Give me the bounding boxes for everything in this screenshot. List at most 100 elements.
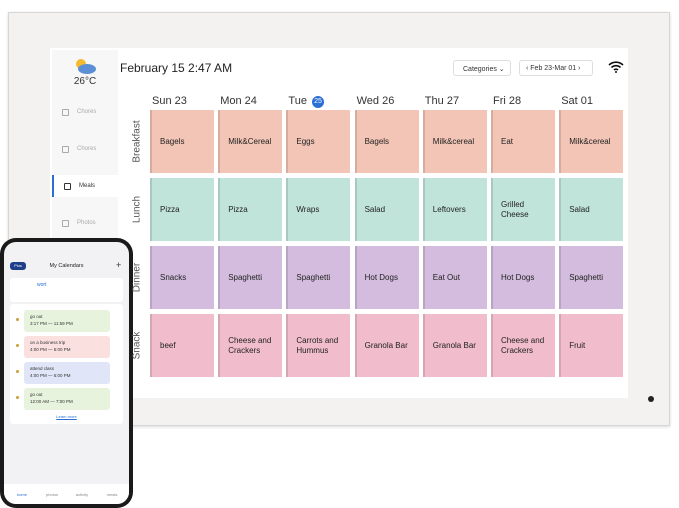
meal-cell[interactable]: Granola Bar — [422, 314, 487, 377]
sidebar-icon — [62, 145, 69, 153]
meal-cell[interactable]: Fruit — [559, 314, 624, 377]
meal-cell[interactable]: Milk&cereal — [422, 110, 487, 173]
sidebar-item[interactable]: Chores — [52, 101, 118, 123]
categories-button[interactable]: Categories ⌄ — [453, 60, 511, 76]
event-title: attend class — [30, 366, 55, 371]
add-button[interactable]: + — [116, 260, 122, 270]
learn-more[interactable]: Learn more — [56, 414, 77, 419]
tab-item[interactable]: photos — [45, 492, 58, 497]
event-dot — [16, 370, 19, 373]
meal-cell[interactable]: Leftovers — [422, 178, 487, 241]
meal-cell[interactable]: Milk&cereal — [559, 110, 624, 173]
sidebar-item[interactable]: Meals — [52, 175, 118, 197]
event-title: go out — [30, 392, 43, 397]
sidebar-icon — [62, 219, 69, 227]
meal-cell[interactable]: Granola Bar — [354, 314, 419, 377]
event-dot — [16, 344, 19, 347]
meal-cell[interactable]: Salad — [354, 178, 419, 241]
day-date: 28 — [508, 95, 522, 107]
meal-cell[interactable]: Eat Out — [422, 246, 487, 309]
tab-item[interactable]: meals — [106, 492, 118, 497]
sidebar-label: Chores — [77, 146, 97, 152]
day-date: 26 — [382, 95, 395, 107]
day-name: Sun — [152, 95, 172, 107]
day-date: 23 — [174, 95, 187, 107]
sidebar-icon — [62, 108, 69, 116]
meal-cell[interactable]: Spaghetti — [559, 246, 624, 309]
meal-cell[interactable]: Salad — [559, 178, 624, 241]
day-header: Sun 23 — [152, 95, 187, 107]
calendar-name: wort — [37, 282, 47, 288]
event-title: on a business trip — [30, 340, 66, 345]
day-name: Thu — [424, 95, 444, 107]
sidebar-item[interactable]: Chores — [52, 138, 118, 160]
meal-label: Snack — [131, 331, 143, 360]
sidebar-label: Chores — [77, 109, 97, 115]
categories-label: Categories — [463, 66, 497, 73]
sidebar-item[interactable]: Photos — [52, 212, 118, 234]
day-date: 27 — [446, 95, 460, 107]
meal-cell[interactable]: Bagels — [354, 110, 419, 173]
plan-badge: Plus — [10, 262, 26, 270]
temperature: 26°C — [73, 76, 97, 87]
meal-cell[interactable]: Bagels — [150, 110, 214, 173]
meal-cell[interactable]: Hot Dogs — [491, 246, 555, 309]
phone: Plus My Calendars + wort Learn more go o… — [0, 238, 133, 508]
meal-cell[interactable]: beef — [150, 314, 214, 377]
meal-cell[interactable]: Milk&Cereal — [218, 110, 283, 173]
calendar-card — [10, 278, 123, 302]
phone-title: My Calendars — [49, 263, 84, 269]
day-name: Fri — [493, 95, 506, 107]
meal-cell[interactable]: Pizza — [150, 178, 214, 241]
sidebar-icon — [64, 182, 71, 190]
day-header: Fri 28 — [493, 95, 521, 107]
meal-cell[interactable]: Hot Dogs — [354, 246, 419, 309]
tab-item[interactable]: activity — [75, 492, 89, 497]
event[interactable]: go out 12:00 AM — 7:00 PM — [24, 388, 110, 410]
event-time: 12:00 AM — 7:00 PM — [30, 399, 73, 405]
day-header: Mon 24 — [220, 95, 257, 107]
event-dot — [16, 318, 19, 321]
weather-icon — [76, 59, 96, 74]
day-header: Wed 26 — [357, 95, 395, 107]
meal-cell[interactable]: Eggs — [286, 110, 351, 173]
event[interactable]: on a business trip 4:00 PM — 5:00 PM — [24, 336, 110, 358]
tab-item[interactable]: home — [16, 492, 27, 497]
event-time: 3:17 PM — 11:59 PM — [30, 321, 73, 327]
day-header: Thu 27 — [425, 95, 459, 107]
event-time: 4:00 PM — 5:00 PM — [30, 373, 71, 379]
datetime: February 15 2:47 AM — [120, 61, 233, 75]
meal-label: Breakfast — [131, 120, 143, 163]
meal-cell[interactable]: Cheese and Crackers — [491, 314, 555, 377]
meal-label: Lunch — [131, 195, 143, 224]
phone-screen: Plus My Calendars + wort Learn more go o… — [4, 242, 129, 504]
day-name: Wed — [356, 95, 380, 107]
range-picker[interactable]: ‹ Feb 23-Mar 01 › — [519, 60, 593, 76]
sidebar-label: Photos — [77, 220, 96, 226]
meal-cell[interactable]: Grilled Cheese — [491, 178, 555, 241]
day-name: Sat — [561, 95, 578, 107]
event[interactable]: go out 3:17 PM — 11:59 PM — [24, 310, 110, 332]
range: Feb 23-Mar 01 — [530, 65, 577, 72]
event-title: go out — [30, 314, 43, 319]
meal-cell[interactable]: Eat — [491, 110, 555, 173]
meal-cell[interactable]: Pizza — [218, 178, 283, 241]
event-time: 4:00 PM — 5:00 PM — [30, 347, 71, 353]
day-name: Tue — [288, 95, 307, 107]
sensor — [648, 396, 654, 402]
day-date: 01 — [580, 95, 594, 107]
meal-cell[interactable]: Cheese and Crackers — [218, 314, 283, 377]
day-header: Tue 25 — [288, 95, 324, 108]
day-header: Sat 01 — [561, 95, 593, 107]
day-date: 25 — [312, 96, 324, 108]
meal-cell[interactable]: Wraps — [286, 178, 351, 241]
meal-cell[interactable]: Snacks — [150, 246, 214, 309]
wifi-icon — [608, 61, 624, 73]
meal-cell[interactable]: Spaghetti — [286, 246, 351, 309]
meal-cell[interactable]: Carrots and Hummus — [286, 314, 351, 377]
day-name: Mon — [220, 95, 242, 107]
meal-cell[interactable]: Spaghetti — [218, 246, 283, 309]
event-dot — [16, 396, 19, 399]
event[interactable]: attend class 4:00 PM — 5:00 PM — [24, 362, 110, 384]
